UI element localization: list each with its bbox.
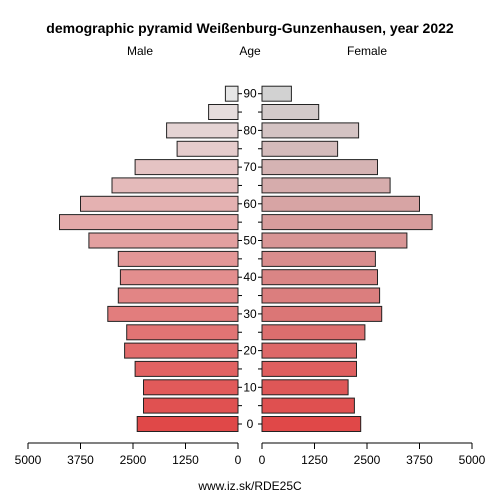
male-bar-age-30 <box>107 305 239 322</box>
male-bar-age-10 <box>143 379 239 396</box>
age-axis: 0 10 20 30 40 50 60 70 80 90 <box>238 87 262 431</box>
age-tick-label: 40 <box>243 270 257 284</box>
female-x-axis: 0 1250 2500 3750 5000 <box>259 442 486 467</box>
age-tick-label: 90 <box>243 87 257 101</box>
male-bar-age-15 <box>134 360 239 377</box>
male-bar-age-50 <box>88 232 239 249</box>
female-bar-age-75 <box>261 140 339 157</box>
x-axis-tick-label: 0 <box>235 453 242 467</box>
male-bar-age-60 <box>80 195 239 212</box>
female-bar-age-50 <box>261 232 408 249</box>
age-tick-label: 0 <box>247 417 254 431</box>
female-bar-age-25 <box>261 324 366 341</box>
age-header: Age <box>239 44 261 58</box>
female-bar-age-85 <box>261 104 320 120</box>
female-bar-age-15 <box>261 360 357 377</box>
female-bar-age-40 <box>261 269 378 286</box>
female-bar-age-70 <box>261 159 378 176</box>
age-tick-label: 70 <box>243 160 257 174</box>
female-bars <box>261 85 433 432</box>
female-bar-age-0 <box>261 416 362 432</box>
footer-source: www.iz.sk/RDE25C <box>197 479 302 493</box>
x-axis-tick-label: 3750 <box>67 453 94 467</box>
x-axis-tick-label: 3750 <box>406 453 433 467</box>
age-tick-label: 20 <box>243 344 257 358</box>
female-header: Female <box>347 44 387 58</box>
age-tick-label: 30 <box>243 307 257 321</box>
male-header: Male <box>127 44 153 58</box>
x-axis-tick-label: 5000 <box>459 453 486 467</box>
male-bar-age-35 <box>117 287 239 304</box>
male-x-axis: 5000 3750 2500 1250 0 <box>15 442 242 467</box>
male-bar-age-0 <box>136 416 239 432</box>
male-bar-age-20 <box>124 342 239 359</box>
x-axis-tick-label: 2500 <box>354 453 381 467</box>
age-tick-label: 60 <box>243 197 257 211</box>
female-bar-age-35 <box>261 287 381 304</box>
female-bar-age-5 <box>261 397 355 414</box>
female-bar-age-55 <box>261 214 433 231</box>
male-bar-age-25 <box>126 324 239 341</box>
x-axis-tick-label: 2500 <box>120 453 147 467</box>
male-bar-age-65 <box>111 177 239 194</box>
male-bar-age-70 <box>134 159 239 176</box>
male-bar-age-90 <box>224 85 239 102</box>
male-bars <box>59 85 239 432</box>
female-bar-age-20 <box>261 342 357 359</box>
male-bar-age-5 <box>143 397 239 414</box>
chart-title: demographic pyramid Weißenburg-Gunzenhau… <box>46 20 454 36</box>
x-axis-tick-label: 1250 <box>301 453 328 467</box>
female-bar-age-10 <box>261 379 349 396</box>
age-tick-label: 80 <box>243 123 257 137</box>
female-bar-age-90 <box>261 85 292 102</box>
age-tick-label: 50 <box>243 234 257 248</box>
x-axis-tick-label: 0 <box>259 453 266 467</box>
male-bar-age-75 <box>176 140 239 157</box>
female-bar-age-30 <box>261 305 383 322</box>
male-bar-age-55 <box>59 214 239 231</box>
female-bar-age-60 <box>261 195 420 212</box>
male-bar-age-40 <box>119 269 239 286</box>
x-axis-tick-label: 5000 <box>15 453 42 467</box>
female-bar-age-45 <box>261 250 376 267</box>
male-bar-age-45 <box>117 250 239 267</box>
female-bar-age-65 <box>261 177 391 194</box>
male-bar-age-85 <box>208 104 239 120</box>
x-axis-tick-label: 1250 <box>172 453 199 467</box>
male-bar-age-80 <box>166 122 239 139</box>
female-bar-age-80 <box>261 122 360 139</box>
age-tick-label: 10 <box>243 380 257 394</box>
